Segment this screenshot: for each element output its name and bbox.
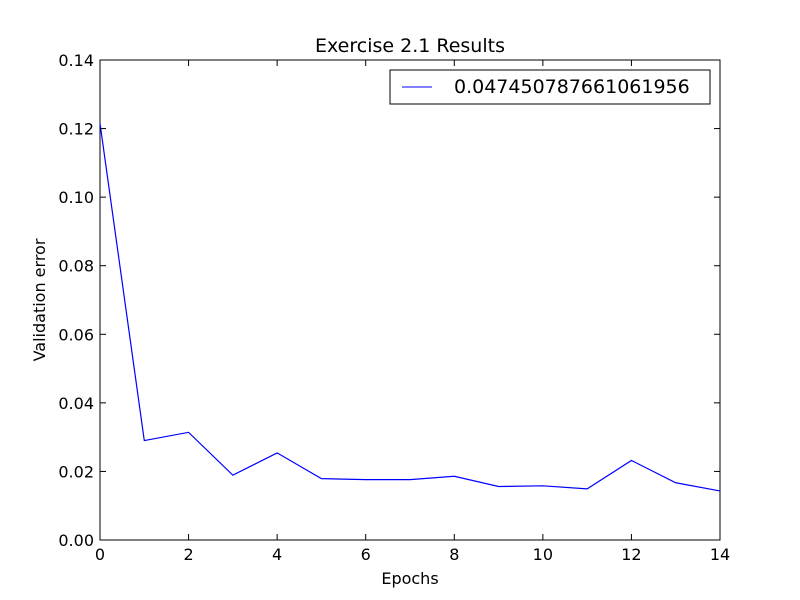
plot-frame	[99, 59, 721, 541]
x-axis-ticks: 0 2 4 6 8 10 12 14	[95, 60, 730, 564]
x-tick-label: 6	[361, 545, 371, 564]
legend-box	[389, 69, 711, 105]
x-tick-label: 10	[533, 545, 553, 564]
chart-title: Exercise 2.1 Results	[315, 35, 505, 57]
x-tick-label: 0	[95, 545, 105, 564]
y-tick-label: 0.10	[58, 188, 94, 207]
series-layer	[99, 123, 721, 492]
y-tick-label: 0.12	[58, 120, 94, 139]
legend: 0.047450787661061956	[389, 69, 711, 105]
y-tick-label: 0.02	[58, 462, 94, 481]
x-tick-label: 14	[710, 545, 730, 564]
y-tick-label: 0.14	[58, 51, 94, 70]
plot-area	[99, 59, 721, 541]
y-axis-ticks: 0.00 0.02 0.04 0.06 0.08 0.10 0.12 0.14	[58, 51, 720, 550]
x-axis-label: Epochs	[381, 569, 438, 588]
legend-entry-label: 0.047450787661061956	[454, 76, 690, 98]
y-tick-label: 0.00	[58, 531, 94, 550]
y-tick-label: 0.06	[58, 325, 94, 344]
y-axis-label: Validation error	[30, 238, 49, 361]
x-tick-label: 8	[449, 545, 459, 564]
y-tick-label: 0.04	[58, 394, 94, 413]
x-tick-label: 12	[621, 545, 641, 564]
series-line	[99, 123, 721, 492]
y-tick-label: 0.08	[58, 257, 94, 276]
x-tick-label: 4	[272, 545, 282, 564]
x-tick-label: 2	[183, 545, 193, 564]
